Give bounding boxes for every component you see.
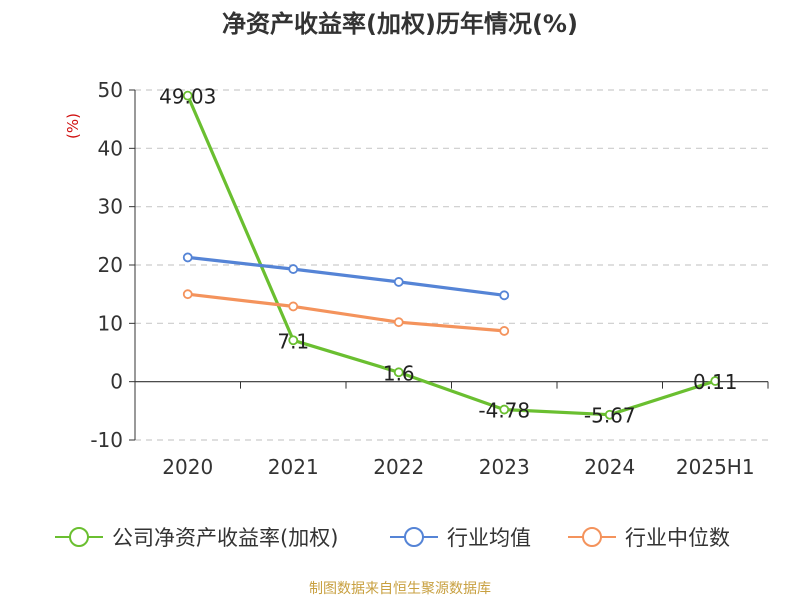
- legend-label: 行业均值: [447, 526, 531, 550]
- data-point: [393, 317, 404, 328]
- legend-label: 公司净资产收益率(加权): [112, 526, 338, 550]
- legend-marker: [582, 527, 602, 547]
- data-point: [499, 290, 510, 301]
- legend-marker: [404, 527, 424, 547]
- data-source-note: 制图数据来自恒生聚源数据库: [309, 581, 491, 597]
- data-point: [182, 90, 193, 101]
- x-tick-label: 2024: [584, 455, 635, 479]
- data-label: -5.67: [584, 404, 636, 428]
- data-point: [182, 289, 193, 300]
- data-point: [288, 335, 299, 346]
- data-point: [288, 301, 299, 312]
- data-point: [393, 367, 404, 378]
- y-tick-label: 50: [98, 78, 123, 102]
- data-label: -4.78: [478, 399, 530, 423]
- x-tick-label: 2025H1: [676, 455, 755, 479]
- x-tick-label: 2022: [373, 455, 424, 479]
- data-label: 7.1: [277, 329, 309, 353]
- data-point: [393, 277, 404, 287]
- chart-title: 净资产收益率(加权)历年情况(%): [222, 10, 578, 38]
- data-label: 49.03: [159, 85, 216, 109]
- series-line-2: [186, 292, 506, 333]
- data-point: [288, 264, 299, 274]
- data-label: 0.11: [693, 370, 738, 394]
- legend-marker: [69, 527, 89, 547]
- data-point: [182, 252, 193, 263]
- y-tick-label: -10: [90, 428, 123, 452]
- y-tick-label: 0: [110, 370, 123, 394]
- data-point: [499, 326, 510, 336]
- data-point: [604, 409, 615, 420]
- x-tick-label: 2020: [162, 455, 213, 479]
- data-label: 1.6: [383, 361, 415, 385]
- data-point: [499, 404, 510, 415]
- y-tick-label: 40: [98, 136, 123, 160]
- y-tick-label: 30: [98, 195, 123, 219]
- x-tick-label: 2023: [479, 455, 530, 479]
- legend-label: 行业中位数: [625, 526, 730, 550]
- y-axis-label: (%): [64, 113, 82, 139]
- series-line-0: [186, 94, 717, 417]
- data-point: [710, 376, 721, 386]
- y-tick-label: 10: [98, 311, 123, 335]
- series-line-1: [186, 255, 506, 297]
- y-tick-label: 20: [98, 253, 123, 277]
- x-tick-label: 2021: [268, 455, 319, 479]
